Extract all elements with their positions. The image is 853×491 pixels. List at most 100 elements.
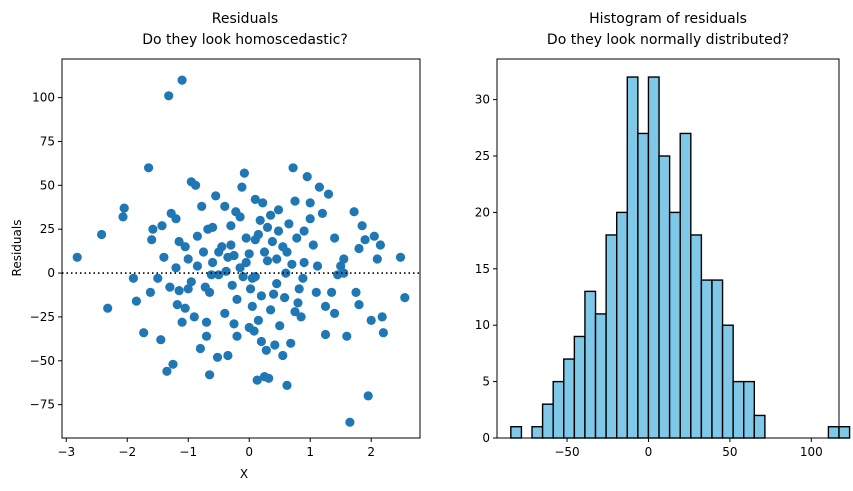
scatter-point-126 xyxy=(250,235,260,245)
scatter-point-55 xyxy=(238,272,248,282)
histogram-x-tick-label: 0 xyxy=(645,445,653,459)
scatter-point-82 xyxy=(281,268,291,278)
scatter-y-tick-label: 50 xyxy=(40,178,55,192)
scatter-point-141 xyxy=(247,273,257,283)
scatter-point-54 xyxy=(237,182,247,192)
scatter-point-64 xyxy=(252,375,262,385)
scatter-point-131 xyxy=(312,261,323,271)
scatter-point-84 xyxy=(284,219,294,229)
histogram-y-tick-label: 25 xyxy=(475,149,490,163)
scatter-point-132 xyxy=(156,335,166,345)
scatter-point-6 xyxy=(128,273,138,283)
scatter-point-87 xyxy=(290,196,300,206)
scatter-point-110 xyxy=(357,221,367,231)
scatter-point-78 xyxy=(273,226,284,236)
scatter-point-53 xyxy=(235,263,245,273)
scatter-point-101 xyxy=(330,308,340,318)
histogram-bar-31 xyxy=(838,426,851,439)
histogram-bar-15 xyxy=(668,211,681,439)
histogram-bar-13 xyxy=(647,76,660,439)
scatter-point-21 xyxy=(171,263,181,273)
scatter-point-135 xyxy=(305,198,315,208)
scatter-point-114 xyxy=(369,231,379,241)
histogram-x-tick-label: −50 xyxy=(554,445,579,459)
histogram-bar-20 xyxy=(721,324,734,439)
histogram-y-tick-label: 30 xyxy=(475,93,490,107)
scatter-point-70 xyxy=(261,345,271,355)
scatter-point-124 xyxy=(241,257,251,268)
scatter-point-89 xyxy=(293,298,303,308)
scatter-point-48 xyxy=(226,221,236,231)
scatter-point-32 xyxy=(192,231,202,241)
scatter-point-14 xyxy=(159,252,169,262)
scatter-point-137 xyxy=(235,212,245,222)
scatter-point-116 xyxy=(375,240,385,250)
histogram-bar-17 xyxy=(690,234,703,439)
scatter-point-98 xyxy=(320,329,331,340)
scatter-x-tick-label: −3 xyxy=(57,445,75,459)
scatter-point-103 xyxy=(336,261,346,271)
histogram-bar-7 xyxy=(584,290,597,439)
histogram-bar-12 xyxy=(637,132,650,439)
scatter-point-81 xyxy=(280,293,290,303)
scatter-point-115 xyxy=(372,254,382,264)
scatter-point-117 xyxy=(377,312,387,322)
scatter-point-60 xyxy=(247,301,257,311)
histogram-y-tick-label: 15 xyxy=(475,262,490,276)
scatter-y-tick-label: 100 xyxy=(32,91,55,105)
scatter-point-25 xyxy=(177,317,187,327)
scatter-point-24 xyxy=(177,75,187,85)
scatter-point-8 xyxy=(144,163,154,173)
scatter-point-83 xyxy=(282,380,292,390)
scatter-point-5 xyxy=(131,296,141,306)
scatter-point-72 xyxy=(264,373,274,383)
scatter-point-148 xyxy=(286,338,296,348)
histogram-y-tick-label: 20 xyxy=(475,205,490,219)
scatter-x-ticks: −3 −2 −1 0 1 2 xyxy=(57,438,375,459)
scatter-point-74 xyxy=(267,236,277,247)
scatter-point-154 xyxy=(205,287,215,297)
scatter-point-158 xyxy=(244,322,254,333)
scatter-point-143 xyxy=(278,242,288,252)
histogram-y-ticks: 0 5 10 15 20 25 30 xyxy=(475,93,497,445)
histogram-x-ticks: −50 0 50 100 xyxy=(554,438,823,459)
scatter-point-67 xyxy=(256,291,266,301)
histogram-bar-3 xyxy=(541,403,554,439)
scatter-point-36 xyxy=(201,331,212,341)
scatter-y-tick-label: 75 xyxy=(40,134,55,148)
scatter-point-80 xyxy=(278,350,288,361)
scatter-point-75 xyxy=(269,289,279,299)
scatter-point-125 xyxy=(272,279,282,289)
scatter-point-77 xyxy=(272,254,282,264)
scatter-point-15 xyxy=(162,366,172,376)
scatter-point-159 xyxy=(354,243,364,254)
scatter-axes-frame xyxy=(61,58,421,439)
scatter-point-27 xyxy=(183,254,193,264)
scatter-x-tick-label: 0 xyxy=(245,445,253,459)
scatter-point-86 xyxy=(288,163,298,173)
scatter-point-99 xyxy=(323,189,334,199)
scatter-point-144 xyxy=(183,284,193,294)
histogram-bar-2 xyxy=(531,426,544,439)
scatter-x-tick-label: −2 xyxy=(118,445,136,459)
histogram-bar-4 xyxy=(552,380,565,439)
scatter-point-29 xyxy=(186,277,196,287)
scatter-point-160 xyxy=(198,247,209,257)
scatter-y-tick-label: −50 xyxy=(30,354,55,368)
scatter-point-23 xyxy=(174,286,184,296)
scatter-point-136 xyxy=(256,336,266,347)
scatter-y-label: Residuals xyxy=(10,220,24,277)
scatter-point-130 xyxy=(298,273,308,283)
scatter-point-112 xyxy=(363,391,373,401)
scatter-x-tick-label: 2 xyxy=(367,445,375,459)
scatter-x-tick-label: 1 xyxy=(306,445,314,459)
scatter-point-26 xyxy=(180,303,190,313)
histogram-y-tick-label: 5 xyxy=(482,375,490,389)
histogram-bar-9 xyxy=(605,234,618,439)
scatter-point-120 xyxy=(400,293,410,303)
scatter-point-139 xyxy=(192,261,202,271)
scatter-y-tick-label: −75 xyxy=(30,398,55,412)
histogram-y-tick-label: 10 xyxy=(475,318,490,332)
scatter-point-33 xyxy=(195,343,205,354)
